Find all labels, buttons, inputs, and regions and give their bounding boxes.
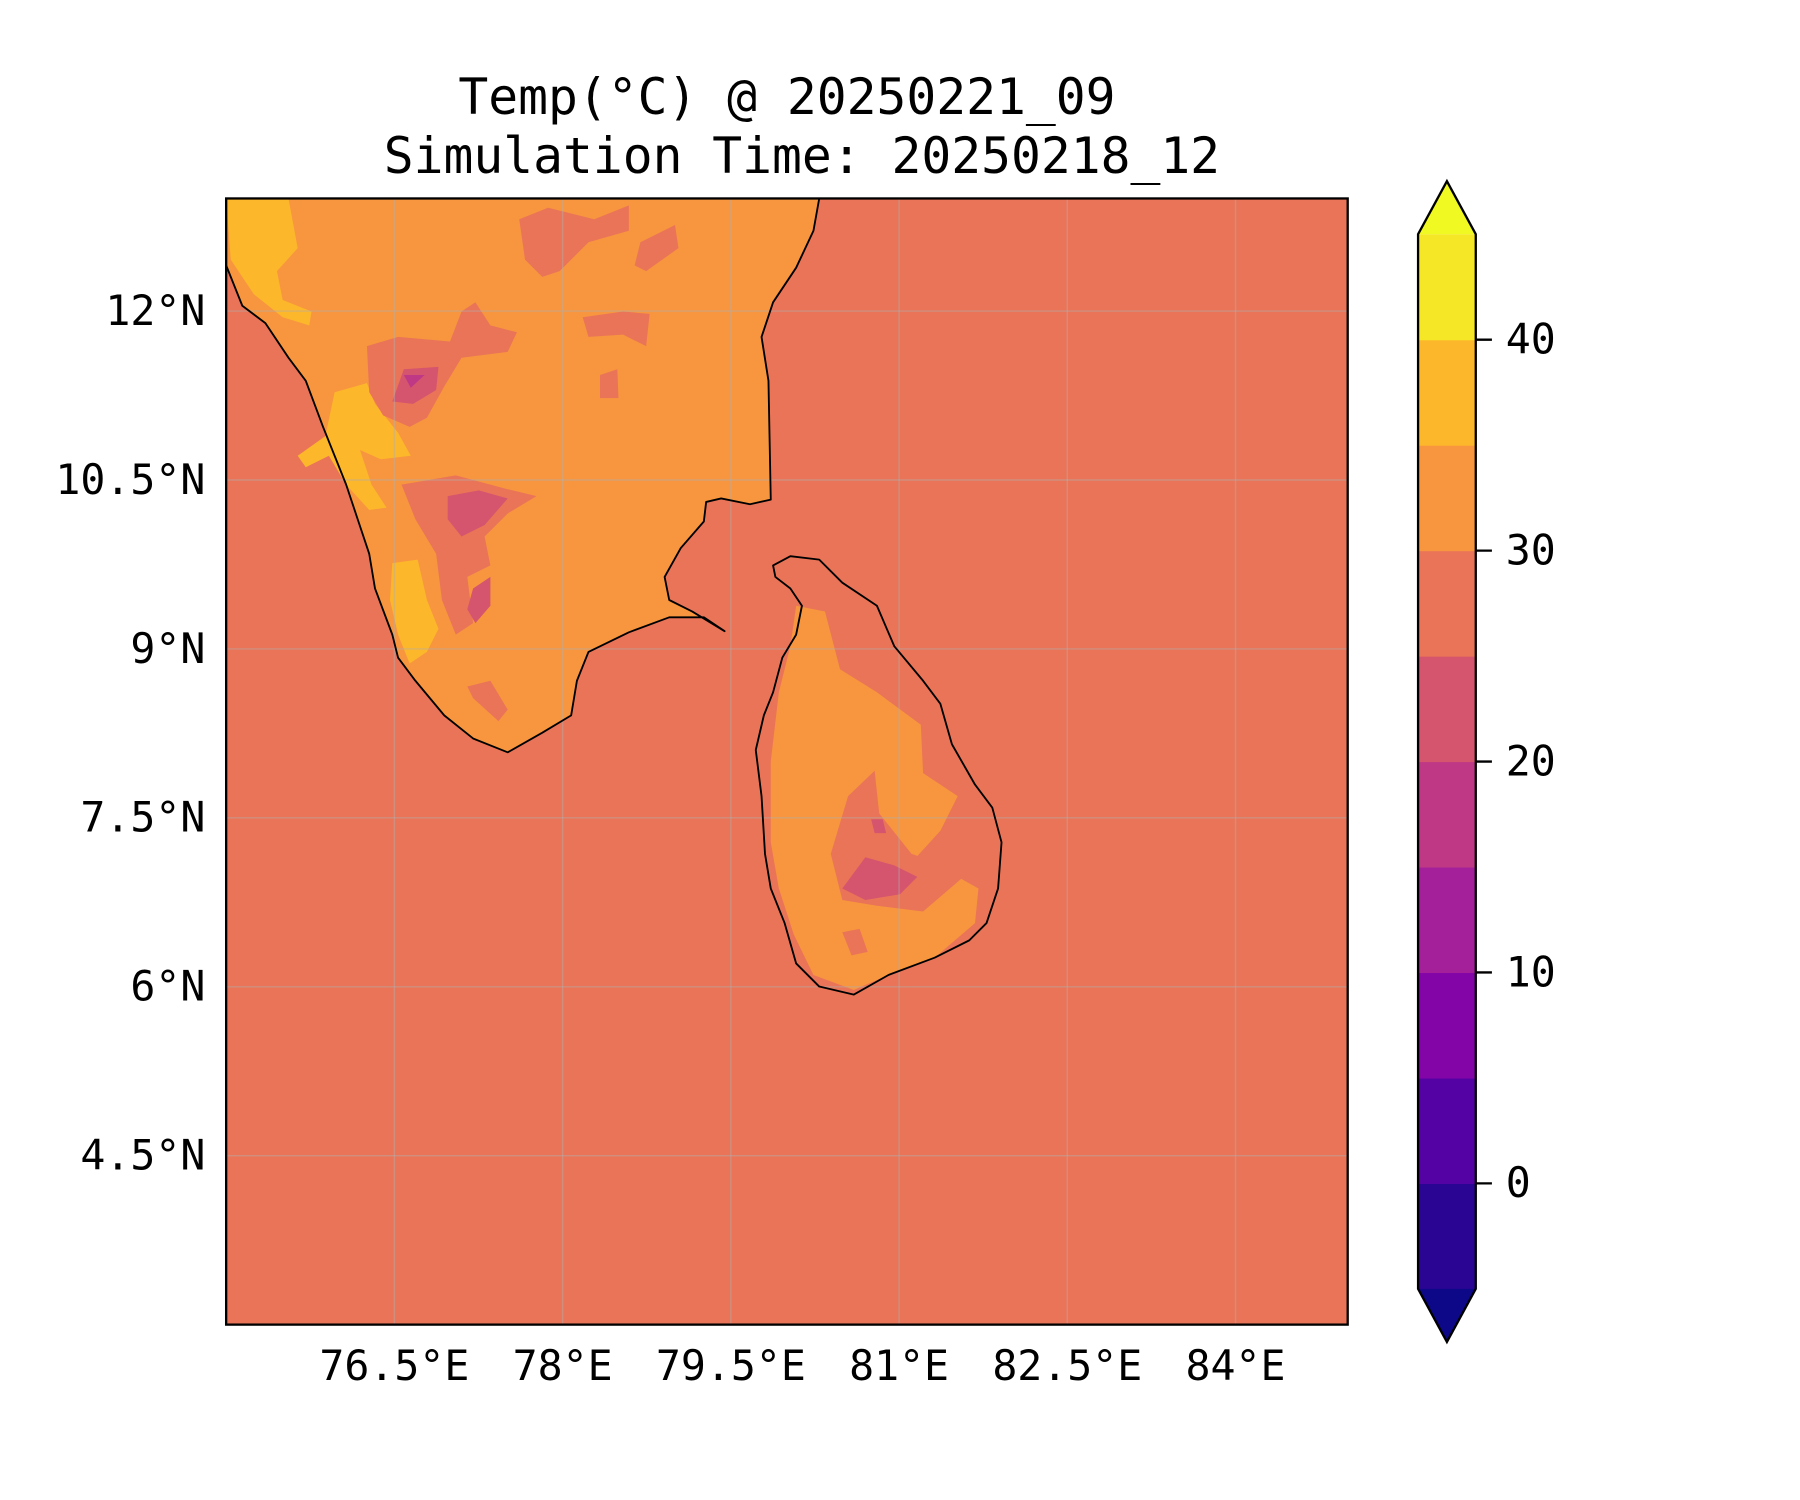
plot-frame [225, 197, 1349, 1326]
coastlines [226, 198, 1003, 996]
colorbar-band [1418, 761, 1476, 868]
map-plot-area [226, 198, 1348, 1325]
x-axis-ticks: 76.5°E 78°E 79.5°E 81°E 82.5°E 84°E [319, 1341, 1285, 1390]
y-tick-label: 12°N [105, 286, 205, 335]
region-15-20 [403, 375, 425, 388]
y-axis-ticks: 12°N 10.5°N 9°N 7.5°N 6°N 4.5°N [55, 286, 205, 1180]
y-tick-label: 6°N [130, 962, 205, 1011]
region-35-40 [297, 383, 411, 510]
colorbar-band [1418, 550, 1476, 657]
region-india-30-35 [226, 198, 820, 753]
y-tick-label: 9°N [130, 624, 205, 673]
x-tick-label: 82.5°E [992, 1341, 1142, 1390]
coastline-sri-lanka [754, 555, 1003, 996]
colorbar-extend-under [1418, 1288, 1476, 1342]
colorbar-band [1418, 234, 1476, 341]
y-tick-label: 4.5°N [80, 1131, 205, 1180]
region-25-30 [519, 205, 629, 277]
colorbar: 0 10 20 30 40 [1416, 178, 1556, 1345]
x-tick-label: 79.5°E [656, 1341, 806, 1390]
y-tick-label: 7.5°N [80, 793, 205, 842]
region-20-25 [871, 819, 887, 834]
region-25-30 [401, 475, 537, 635]
region-35-40 [226, 198, 312, 326]
x-tick-label: 81°E [849, 1341, 949, 1390]
colorbar-band [1418, 972, 1476, 1079]
colorbar-band [1418, 1077, 1476, 1184]
coastline-india [226, 198, 821, 754]
colorbar-band [1418, 656, 1476, 763]
colorbar-band [1418, 1183, 1476, 1290]
region-20-25 [842, 857, 918, 900]
x-tick-label: 84°E [1186, 1341, 1286, 1390]
colorbar-band [1418, 339, 1476, 446]
colorbar-band [1418, 867, 1476, 974]
chart-title: Temp(°C) @ 20250221_09 [458, 68, 1115, 126]
region-20-25 [447, 490, 508, 537]
colorbar-extend-over [1418, 181, 1476, 235]
region-25-30 [634, 225, 679, 272]
colorbar-tick-label: 20 [1506, 736, 1556, 785]
colorbar-tick-label: 40 [1506, 315, 1556, 364]
region-35-40 [390, 559, 439, 664]
colorbar-band [1418, 445, 1476, 552]
region-25-30 [467, 680, 508, 722]
region-20-25 [392, 366, 439, 404]
colorbar-tick-label: 30 [1506, 525, 1556, 574]
chart-subtitle: Simulation Time: 20250218_12 [384, 127, 1220, 185]
region-25-30 [842, 928, 868, 956]
colorbar-tick-label: 0 [1506, 1158, 1531, 1207]
colorbar-outline [1416, 178, 1477, 1345]
region-25-30 [582, 311, 650, 347]
region-25-30 [600, 369, 619, 399]
colorbar-tick-label: 10 [1506, 947, 1556, 996]
x-tick-label: 76.5°E [319, 1341, 469, 1390]
x-tick-label: 78°E [513, 1341, 613, 1390]
y-tick-label: 10.5°N [55, 455, 205, 504]
